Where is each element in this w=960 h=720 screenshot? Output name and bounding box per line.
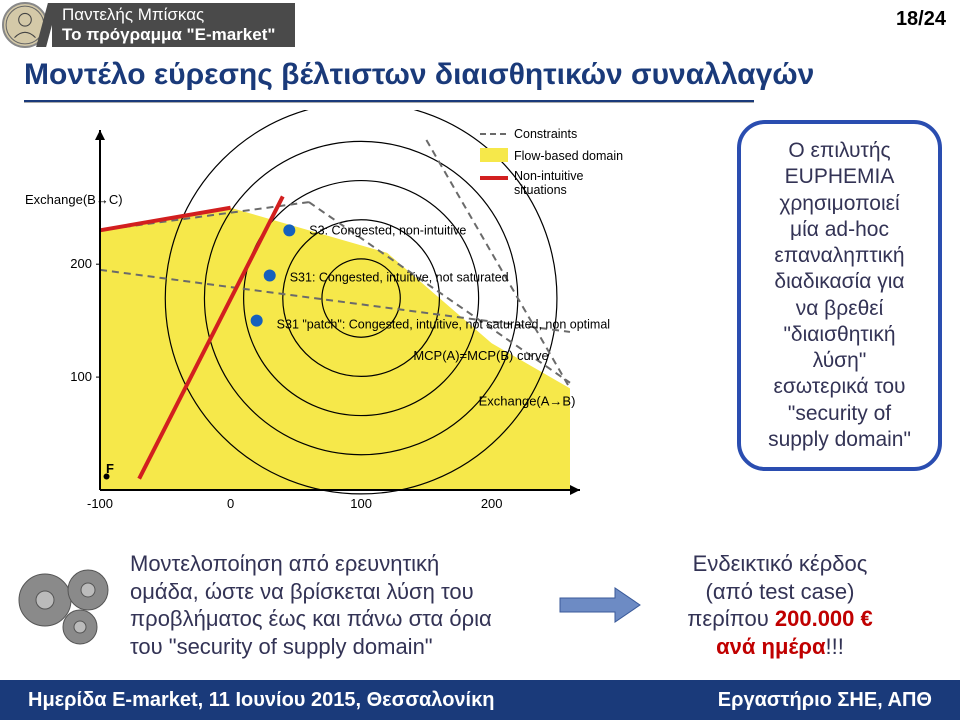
arrow-icon <box>550 580 650 630</box>
callout-line: χρησιμοποιεί <box>779 192 899 215</box>
callout-line: "διαισθητική <box>783 323 895 346</box>
text-highlight: 200.000 € <box>775 606 873 631</box>
callout-line: επαναληπτική <box>774 244 904 267</box>
text-line: Μοντελοποίηση από ερευνητική <box>130 551 439 576</box>
text-line: Ενδεικτικό κέρδος <box>693 551 868 576</box>
callout-line: Ο επιλυτής <box>788 139 890 162</box>
slide-title: Μοντέλο εύρεσης βέλτιστων διαισθητικών σ… <box>24 58 814 92</box>
title-underline <box>24 100 754 103</box>
text-line: του "security of supply domain" <box>130 634 433 659</box>
text-highlight: ανά ημέρα <box>716 634 825 659</box>
callout-line: εσωτερικά του <box>773 375 905 398</box>
text-line: περίπου <box>687 606 775 631</box>
chart-figure: -100 0 100 200 100 200 S3: Congested, non-intu… <box>10 110 710 520</box>
callout-line: διαδικασία για <box>774 270 904 293</box>
svg-text:Exchange(B→C): Exchange(B→C) <box>25 192 123 207</box>
header-title-block: Παντελής Μπίσκας Το πρόγραμμα "E-market" <box>52 3 295 47</box>
callout-line: "security of <box>788 402 891 425</box>
bottom-row: Μοντελοποίηση από ερευνητική ομάδα, ώστε… <box>0 540 960 670</box>
callout-line: supply domain" <box>768 428 911 451</box>
svg-text:200: 200 <box>70 256 92 271</box>
svg-text:-100: -100 <box>87 496 113 511</box>
page-number: 18/24 <box>896 8 946 31</box>
header-program: Το πρόγραμμα "E-market" <box>62 25 275 45</box>
svg-text:Constraints: Constraints <box>514 127 577 141</box>
footer-right: Εργαστήριο ΣΗΕ, ΑΠΘ <box>718 689 932 712</box>
svg-text:situations: situations <box>514 183 567 197</box>
callout-line: λύση" <box>813 349 867 372</box>
text-line: ομάδα, ώστε να βρίσκεται λύση του <box>130 579 474 604</box>
bottom-left-text: Μοντελοποίηση από ερευνητική ομάδα, ώστε… <box>130 550 550 660</box>
callout-line: μία ad-hoc <box>790 218 889 241</box>
svg-text:Non-intuitive: Non-intuitive <box>514 169 584 183</box>
svg-text:Flow-based domain: Flow-based domain <box>514 149 623 163</box>
svg-text:Exchange(A→B): Exchange(A→B) <box>479 393 576 408</box>
text-line: προβλήματος έως και πάνω στα όρια <box>130 606 492 631</box>
svg-text:S31: Congested, intuitive, not: S31: Congested, intuitive, not saturated <box>290 270 509 284</box>
gears-icon <box>10 555 130 655</box>
callout-line: να βρεθεί <box>796 297 884 320</box>
svg-text:100: 100 <box>70 369 92 384</box>
footer-left: Ημερίδα E-market, 11 Ιουνίου 2015, Θεσσα… <box>28 689 494 712</box>
text-line: !!! <box>826 634 844 659</box>
svg-text:0: 0 <box>227 496 234 511</box>
svg-text:100: 100 <box>350 496 372 511</box>
header-author: Παντελής Μπίσκας <box>62 5 275 25</box>
slide-footer: Ημερίδα E-market, 11 Ιουνίου 2015, Θεσσα… <box>0 680 960 720</box>
svg-text:S31 "patch": Congested, intuit: S31 "patch": Congested, intuitive, not s… <box>277 318 610 332</box>
svg-text:MCP(A)=MCP(B) curve: MCP(A)=MCP(B) curve <box>413 348 548 363</box>
callout-box: Ο επιλυτής EUPHEMIA χρησιμοποιεί μία ad-… <box>737 120 942 471</box>
svg-text:S3: Congested, non-intuitive: S3: Congested, non-intuitive <box>309 223 466 237</box>
callout-line: EUPHEMIA <box>785 165 895 188</box>
bottom-right-text: Ενδεικτικό κέρδος (από test case) περίπο… <box>650 550 910 660</box>
text-line: (από test case) <box>706 579 855 604</box>
slide-header: Παντελής Μπίσκας Το πρόγραμμα "E-market"… <box>0 0 960 50</box>
svg-text:200: 200 <box>481 496 503 511</box>
